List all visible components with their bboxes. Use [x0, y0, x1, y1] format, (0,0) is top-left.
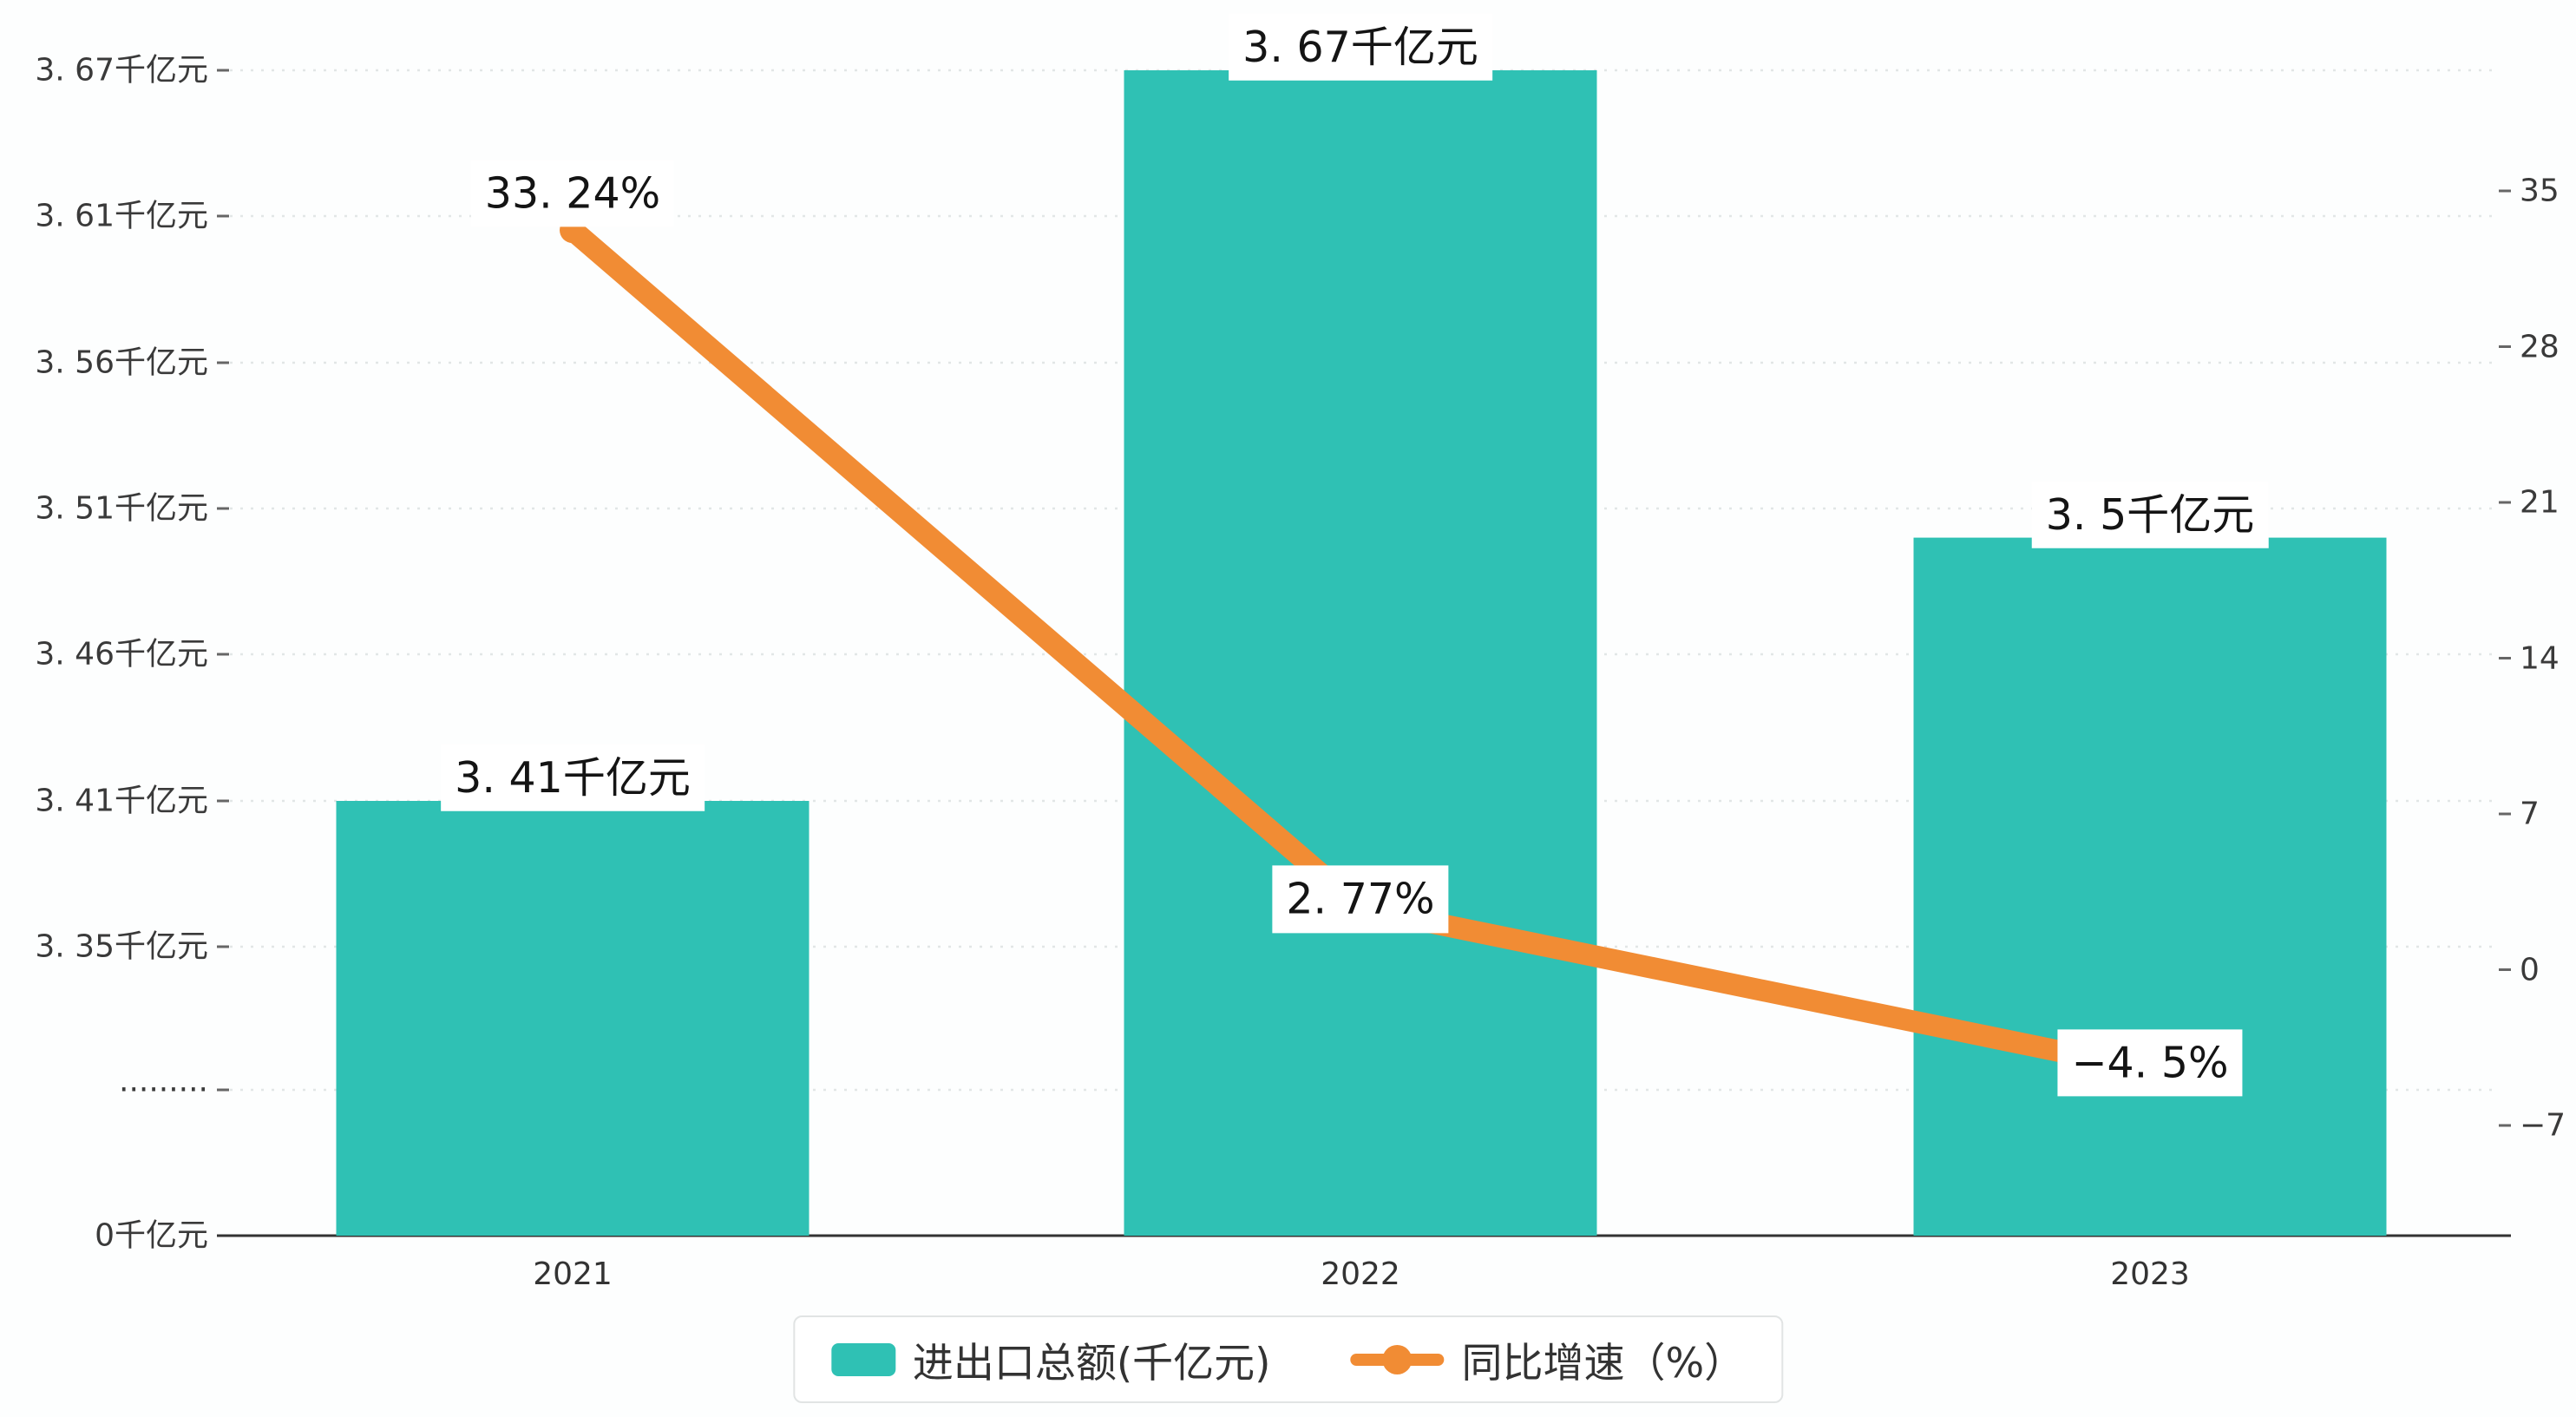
line-point-2023[interactable] — [2137, 1056, 2163, 1083]
bar-2021[interactable] — [336, 801, 810, 1236]
line-point-2021[interactable] — [560, 217, 586, 244]
bar-2023[interactable] — [1913, 537, 2387, 1236]
bar-2022[interactable] — [1124, 70, 1597, 1236]
legend: 进出口总额(千亿元) 同比增速（%） — [792, 1315, 1784, 1403]
line-legend-marker-icon — [1350, 1343, 1445, 1376]
bar-legend-swatch-icon — [830, 1342, 895, 1376]
legend-item-line-series[interactable]: 同比增速（%） — [1350, 1329, 1746, 1389]
line-legend-dot — [1382, 1344, 1413, 1374]
legend-label-bar-series: 进出口总额(千亿元) — [912, 1340, 1271, 1387]
line-point-2022[interactable] — [1347, 895, 1373, 922]
legend-item-bar-series[interactable]: 进出口总额(千亿元) — [830, 1329, 1271, 1389]
legend-label-line-series: 同比增速（%） — [1461, 1340, 1746, 1387]
